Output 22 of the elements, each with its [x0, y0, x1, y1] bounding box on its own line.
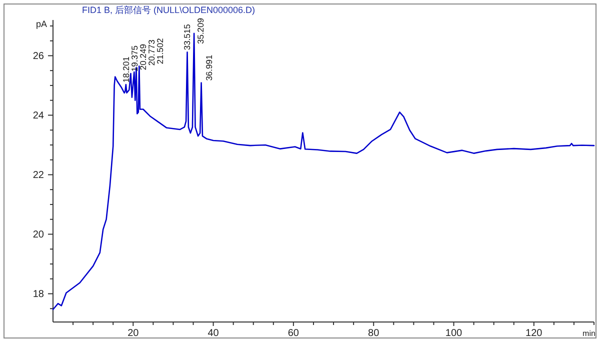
x-tick-label: 100: [445, 328, 463, 339]
x-tick-label: 60: [288, 328, 300, 339]
y-tick-label: 26: [32, 51, 44, 62]
annotation: 35.209: [196, 18, 206, 44]
chart-title: FID1 B, 后部信号 (NULL\OLDEN000006.D): [82, 5, 256, 15]
x-tick-label: 40: [208, 328, 220, 339]
x-tick-label: 20: [128, 328, 140, 339]
annotation: 36.991: [204, 54, 214, 81]
annotation: 18.201: [120, 56, 131, 83]
y-tick-label: 22: [32, 170, 44, 182]
x-tick-label: 80: [368, 328, 380, 339]
annotation: 33.515: [182, 24, 192, 50]
y-tick-label: 20: [32, 230, 44, 241]
annotation: 20.773: [146, 39, 156, 66]
y-tick-label: 24: [32, 110, 44, 122]
annotation: 19.375: [129, 45, 140, 72]
y-tick-label: 18: [32, 289, 44, 300]
annotation: 21.502: [154, 38, 165, 64]
y-axis-title: pA: [36, 19, 48, 29]
x-axis-title: min: [582, 329, 596, 338]
annotation: 20.249: [138, 44, 148, 70]
x-tick-label: 120: [526, 328, 543, 339]
